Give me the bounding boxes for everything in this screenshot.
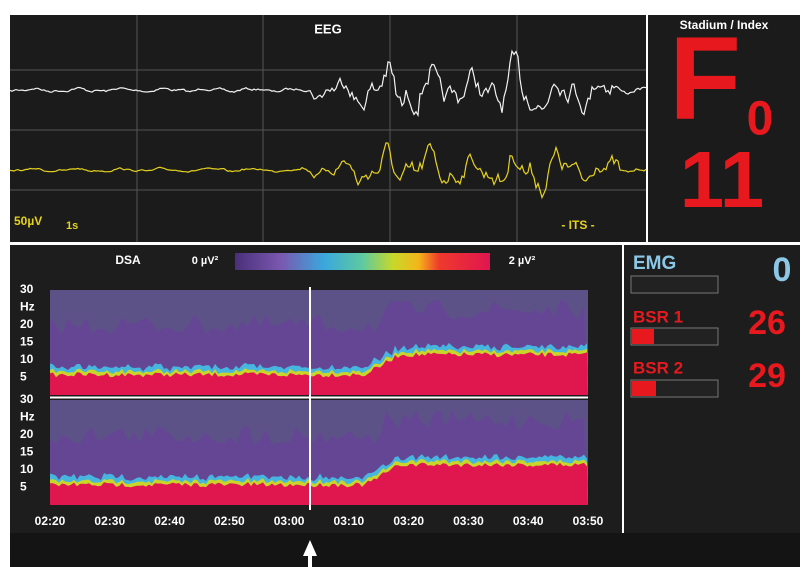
index-value: 11 — [680, 135, 765, 224]
time-label: 03:00 — [274, 514, 305, 528]
bsr-2-value: 29 — [748, 357, 786, 395]
emg-bar — [631, 276, 718, 293]
scale-min: 0 µV² — [192, 255, 219, 267]
y-axis-label: 20 — [20, 317, 34, 331]
eeg-amplitude: 50µV — [14, 214, 42, 228]
dsa-title: DSA — [115, 253, 141, 267]
time-label: 02:40 — [154, 514, 185, 528]
y-axis-label: 30 — [20, 282, 34, 296]
eeg-title: EEG — [314, 21, 341, 36]
y-axis-label: 10 — [20, 462, 34, 476]
color-scale-bar — [235, 253, 490, 270]
eeg-panel — [10, 15, 646, 242]
y-axis-label: 15 — [20, 335, 34, 349]
spectrograms: 30 Hz 20 15 10 5 30 Hz 20 15 10 5 02:20 02:30 02:40 02:… — [20, 282, 604, 528]
bsr-1-fill — [632, 329, 654, 344]
bsr-2-label: BSR 2 — [633, 358, 683, 377]
bottom-bar — [10, 533, 800, 567]
y-axis-label: Hz — [20, 300, 35, 314]
time-label: 03:10 — [334, 514, 365, 528]
time-label: 02:30 — [94, 514, 125, 528]
eeg-mode: - ITS - — [561, 218, 594, 232]
emg-value: 0 — [773, 251, 792, 289]
time-label: 03:40 — [513, 514, 544, 528]
scale-max: 2 µV² — [509, 255, 536, 267]
y-axis-label: 30 — [20, 392, 34, 406]
y-axis-label: 5 — [20, 480, 27, 494]
y-axis-label: 15 — [20, 445, 34, 459]
time-label: 03:30 — [453, 514, 484, 528]
bsr-2-fill — [632, 381, 656, 396]
eeg-time-scale: 1s — [66, 220, 78, 232]
bsr-1-label: BSR 1 — [633, 307, 683, 326]
y-axis-label: Hz — [20, 410, 35, 424]
bsr-1-value: 26 — [748, 304, 786, 342]
time-label: 03:20 — [393, 514, 424, 528]
y-axis-label: 20 — [20, 427, 34, 441]
time-label: 02:50 — [214, 514, 245, 528]
y-axis-label: 10 — [20, 352, 34, 366]
emg-label: EMG — [633, 253, 676, 274]
stage-letter: F — [669, 13, 741, 145]
y-axis-label: 5 — [20, 370, 27, 384]
monitor-screen: EEG 50µV 1s - ITS - Stadium / Index F 0 … — [0, 0, 802, 567]
time-label: 03:50 — [573, 514, 604, 528]
time-label: 02:20 — [35, 514, 66, 528]
